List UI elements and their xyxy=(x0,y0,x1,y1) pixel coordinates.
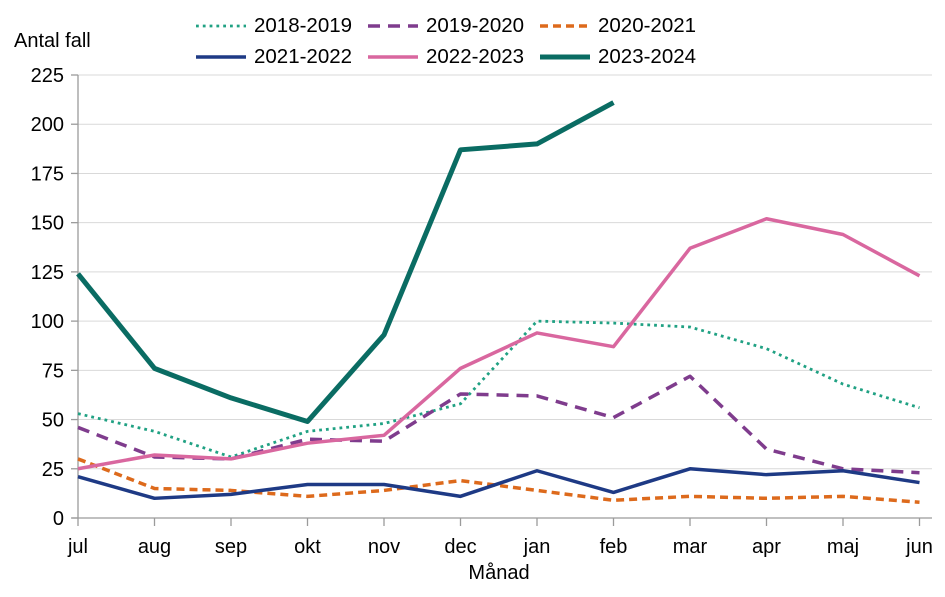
y-tick-label-225: 225 xyxy=(31,65,64,87)
legend-swatch-2018-2019 xyxy=(196,24,246,28)
legend-swatch-2019-2020 xyxy=(368,24,418,28)
x-tick-label-dec: dec xyxy=(444,536,476,558)
x-tick-label-jan: jan xyxy=(523,536,551,558)
x-tick-label-apr: apr xyxy=(752,536,781,558)
y-tick-label-200: 200 xyxy=(31,114,64,136)
legend-label-2021-2022: 2021-2022 xyxy=(254,45,353,68)
y-tick-label-175: 175 xyxy=(31,163,64,185)
x-tick-label-aug: aug xyxy=(138,536,171,558)
legend-swatch-2020-2021 xyxy=(540,24,590,28)
legend-item-2023-2024: 2023-2024 xyxy=(539,45,696,69)
series-line-2021-2022 xyxy=(77,467,920,501)
legend-item-2020-2021: 2020-2021 xyxy=(539,14,696,38)
legend-item-2019-2020: 2019-2020 xyxy=(367,14,539,38)
x-tick-label-feb: feb xyxy=(600,536,628,558)
y-axis-title: Antal fall xyxy=(14,30,91,52)
y-tick-label-125: 125 xyxy=(31,262,64,284)
y-tick-label-25: 25 xyxy=(42,459,64,481)
x-axis-title: Månad xyxy=(468,562,530,584)
series-line-2023-2024 xyxy=(76,100,615,425)
y-tick-label-100: 100 xyxy=(31,311,64,333)
y-tick-label-0: 0 xyxy=(53,508,64,530)
x-tick-label-jun: jun xyxy=(905,536,933,558)
legend-label-2019-2020: 2019-2020 xyxy=(426,14,525,37)
x-tick-label-okt: okt xyxy=(294,536,321,558)
legend-label-2020-2021: 2020-2021 xyxy=(598,14,697,37)
legend-swatch-2021-2022 xyxy=(196,55,246,59)
legend-item-2022-2023: 2022-2023 xyxy=(367,45,539,69)
legend-swatch-2022-2023 xyxy=(368,55,418,59)
series-line-2022-2023 xyxy=(77,216,921,471)
legend-label-2023-2024: 2023-2024 xyxy=(598,45,697,68)
legend-item-2018-2019: 2018-2019 xyxy=(195,14,367,38)
legend-row: 2021-2022 2022-2023 2023-2024 xyxy=(195,45,696,69)
series-line-2020-2021 xyxy=(77,457,920,504)
y-tick-label-50: 50 xyxy=(42,410,64,432)
legend-label-2022-2023: 2022-2023 xyxy=(426,45,525,68)
legend-item-2021-2022: 2021-2022 xyxy=(195,45,367,69)
y-tick-label-75: 75 xyxy=(42,360,64,382)
x-tick-label-nov: nov xyxy=(368,536,400,558)
x-tick-label-sep: sep xyxy=(215,536,247,558)
x-tick-label-jul: jul xyxy=(67,536,88,558)
series-line-2018-2019 xyxy=(77,319,920,459)
legend-label-2018-2019: 2018-2019 xyxy=(254,14,353,37)
x-tick-label-mar: mar xyxy=(673,536,708,558)
legend-swatch-2023-2024 xyxy=(540,54,590,60)
chart-legend: 2018-2019 2019-2020 2020-2021 2021-2022 … xyxy=(195,14,696,76)
y-tick-label-150: 150 xyxy=(31,213,64,235)
legend-row: 2018-2019 2019-2020 2020-2021 xyxy=(195,14,696,38)
x-tick-label-maj: maj xyxy=(827,536,859,558)
